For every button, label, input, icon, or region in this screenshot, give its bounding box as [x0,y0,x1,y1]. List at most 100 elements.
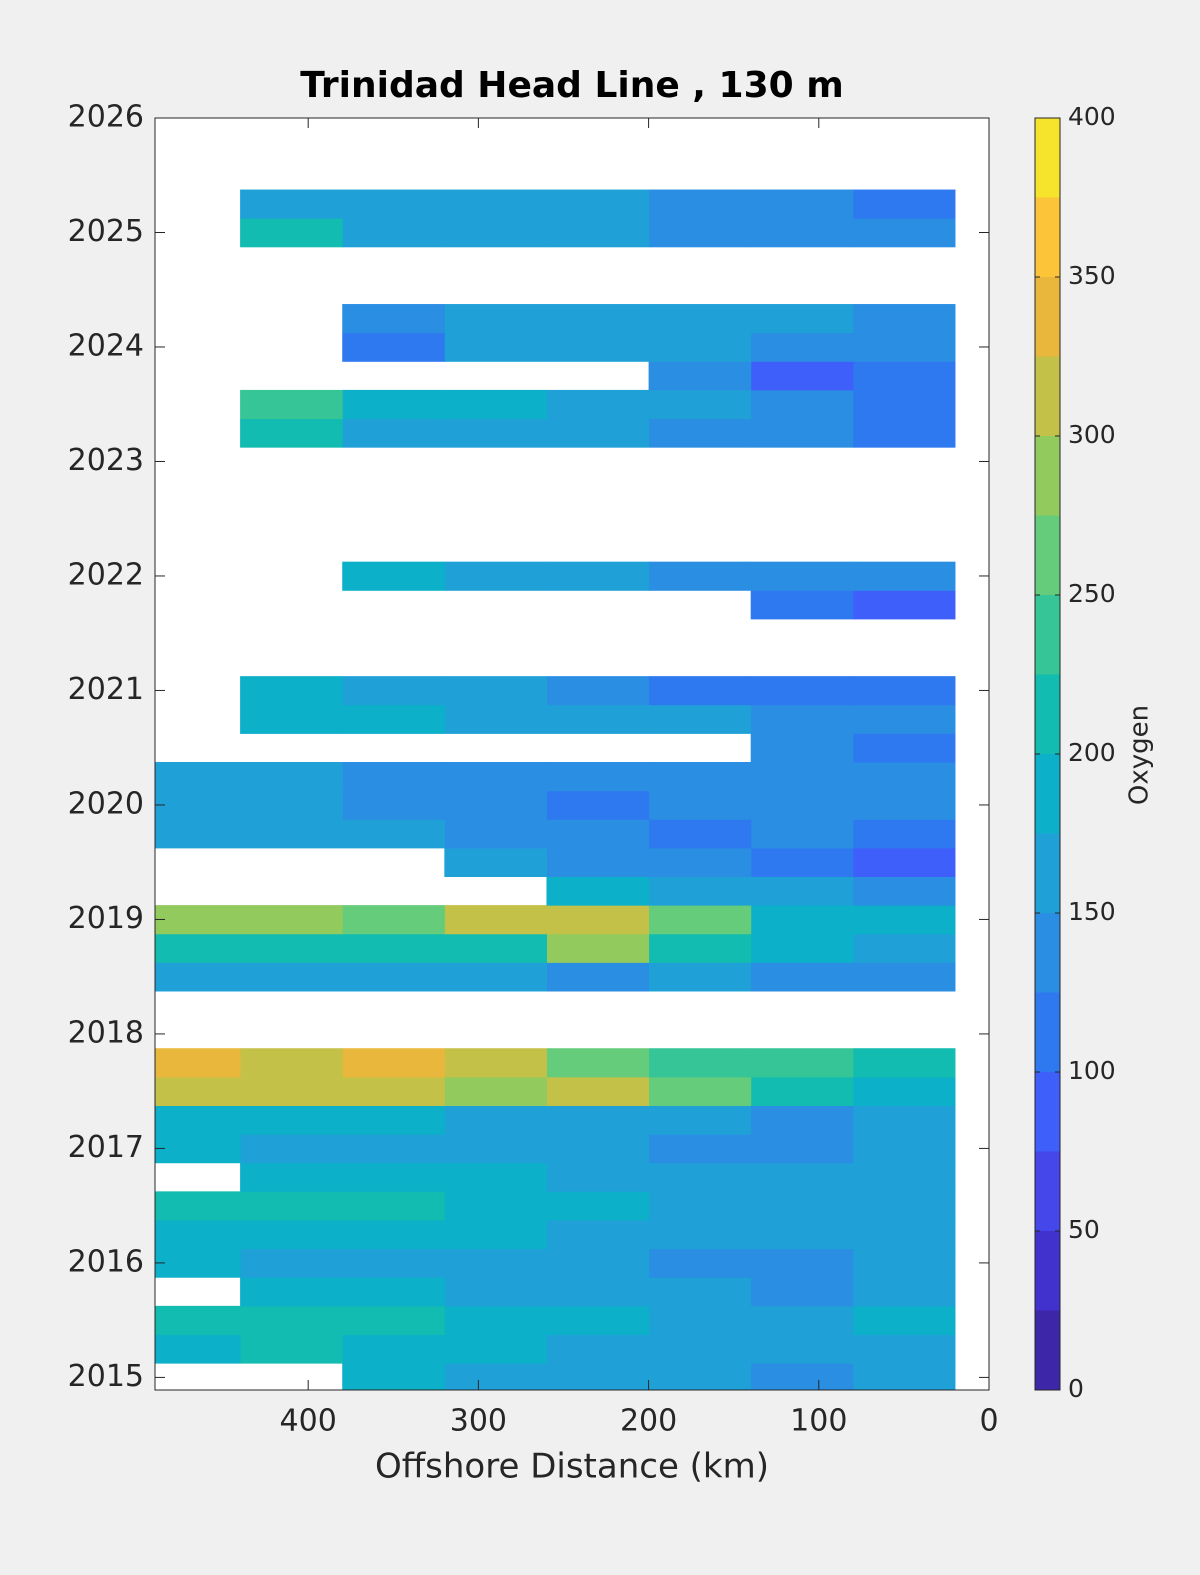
contour-cell [444,1277,547,1307]
contour-cell [750,361,854,391]
contour-cell [648,1277,752,1307]
contour-cell [648,905,752,935]
y-tick-label: 2019 [68,901,144,936]
contour-cell [342,676,445,706]
contour-cell [155,790,241,820]
contour-cell [546,561,650,591]
contour-cell [342,933,445,963]
contour-cell [342,189,445,219]
contour-cell [240,1162,343,1192]
contour-cell [240,704,343,734]
contour-cell [444,304,547,334]
colorbar-tick-label: 200 [1068,738,1116,767]
contour-cell [240,819,343,849]
contour-cell [546,218,650,248]
contour-cell [342,1134,445,1164]
contour-cell [240,1076,343,1106]
contour-cell [750,762,854,792]
contour-cell [750,218,854,248]
contour-cell [342,704,445,734]
contour-cell [546,1363,650,1390]
chart-title: Trinidad Head Line , 130 m [300,65,843,106]
contour-cell [546,1191,650,1221]
colorbar-segment [1035,1151,1060,1231]
contour-cell [546,762,650,792]
contour-cell [750,790,854,820]
contour-cell [155,1191,241,1221]
contour-cell [546,1162,650,1192]
contour-cell [750,189,854,219]
contour-cell [852,389,956,420]
contour-cell [852,1305,956,1335]
contour-cell [750,1219,854,1250]
contour-cell [155,1219,241,1250]
contour-cell [648,762,752,792]
contour-cell [750,590,854,620]
contour-cell [750,1076,854,1106]
contour-cell [155,1134,241,1164]
contour-cell [240,418,343,448]
contour-cell [240,389,343,420]
colorbar-segment [1035,595,1060,675]
contour-cell [342,1305,445,1335]
contour-cell [546,189,650,219]
contour-cell [444,1219,547,1250]
contour-cell [750,1305,854,1335]
y-tick-label: 2025 [68,214,144,249]
contour-field [155,189,956,1390]
contour-cell [852,933,956,963]
contour-cell [852,1219,956,1250]
contour-cell [750,1048,854,1078]
contour-cell [546,847,650,878]
y-tick-label: 2017 [68,1130,144,1165]
contour-cell [852,1191,956,1221]
contour-cell [546,905,650,935]
contour-cell [444,218,547,248]
colorbar-tick-label: 350 [1068,261,1116,290]
contour-cell [648,332,752,362]
contour-cell [648,819,752,849]
contour-cell [155,1076,241,1106]
contour-cell [648,1076,752,1106]
colorbar-segment [1035,436,1060,516]
contour-cell [240,962,343,992]
contour-cell [444,1334,547,1364]
contour-cell [342,1162,445,1192]
contour-cell [155,1334,241,1364]
contour-cell [342,1076,445,1106]
contour-cell [240,1334,343,1364]
contour-cell [444,418,547,448]
contour-cell [852,418,956,448]
colorbar-tick-label: 250 [1068,579,1116,608]
contour-cell [546,933,650,963]
contour-cell [546,676,650,706]
y-tick-label: 2023 [68,443,144,478]
contour-cell [750,561,854,591]
contour-cell [342,389,445,420]
colorbar-segment [1035,1231,1060,1311]
contour-cell [648,933,752,963]
y-tick-label: 2024 [68,328,144,363]
contour-cell [155,1305,241,1335]
contour-cell [750,676,854,706]
contour-cell [750,1134,854,1164]
colorbar-segment [1035,1072,1060,1152]
contour-cell [155,1248,241,1278]
contour-cell [648,847,752,878]
x-tick-label: 300 [450,1404,507,1439]
contour-cell [648,876,752,906]
contour-cell [750,1334,854,1364]
contour-cell [444,819,547,849]
contour-cell [546,389,650,420]
contour-cell [546,704,650,734]
contour-cell [648,1248,752,1278]
contour-cell [750,1248,854,1278]
contour-cell [852,876,956,906]
contour-cell [546,418,650,448]
contour-cell [342,218,445,248]
contour-cell [342,1219,445,1250]
contour-cell [342,790,445,820]
x-tick-label: 400 [280,1404,337,1439]
contour-cell [750,418,854,448]
